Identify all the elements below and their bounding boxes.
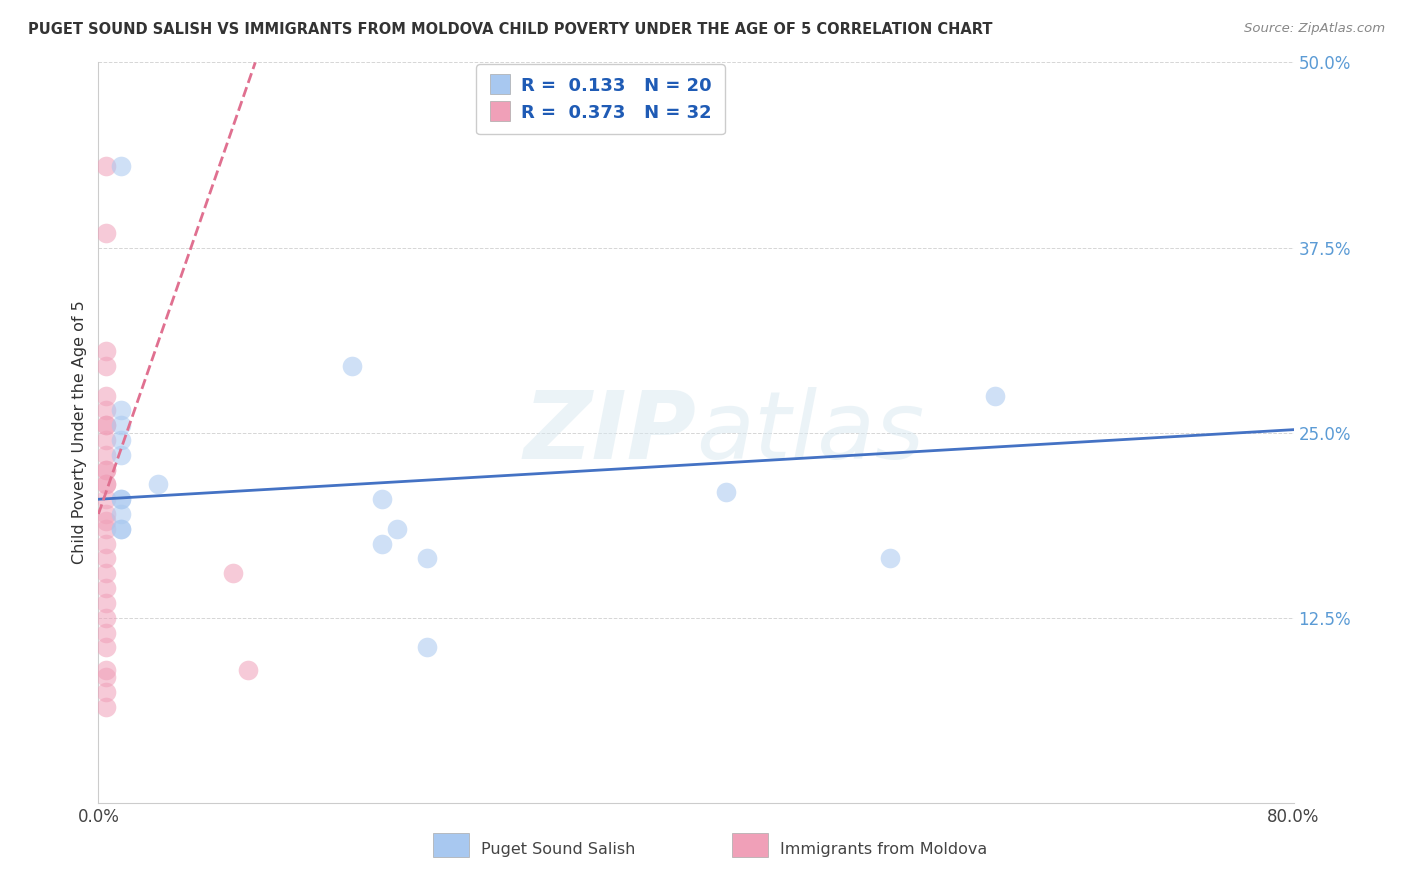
Point	[94, 566, 117, 581]
Point	[879, 551, 901, 566]
Point	[94, 596, 117, 610]
Point	[110, 433, 132, 447]
Point	[222, 566, 245, 581]
Point	[416, 551, 439, 566]
Point	[984, 388, 1007, 402]
Point	[94, 226, 117, 240]
Point	[385, 522, 409, 536]
Point	[110, 507, 132, 521]
Point	[94, 640, 117, 655]
Point	[110, 403, 132, 417]
Point	[94, 610, 117, 624]
Point	[94, 515, 117, 529]
Text: Source: ZipAtlas.com: Source: ZipAtlas.com	[1244, 22, 1385, 36]
Point	[94, 388, 117, 402]
Point	[94, 625, 117, 640]
Point	[94, 551, 117, 566]
Point	[94, 403, 117, 417]
Point	[110, 522, 132, 536]
Point	[94, 507, 117, 521]
Text: ZIP: ZIP	[523, 386, 696, 479]
Point	[94, 536, 117, 550]
Point	[94, 448, 117, 462]
Point	[110, 492, 132, 507]
Point	[94, 477, 117, 491]
Point	[94, 359, 117, 373]
Point	[94, 462, 117, 476]
Point	[148, 477, 170, 491]
Point	[94, 433, 117, 447]
Text: PUGET SOUND SALISH VS IMMIGRANTS FROM MOLDOVA CHILD POVERTY UNDER THE AGE OF 5 C: PUGET SOUND SALISH VS IMMIGRANTS FROM MO…	[28, 22, 993, 37]
Point	[416, 640, 439, 655]
Point	[94, 670, 117, 684]
Point	[94, 477, 117, 491]
Point	[714, 484, 737, 499]
Point	[94, 522, 117, 536]
Point	[94, 462, 117, 476]
Point	[110, 522, 132, 536]
Point	[110, 159, 132, 173]
Point	[94, 685, 117, 699]
Point	[94, 699, 117, 714]
Text: atlas: atlas	[696, 387, 924, 478]
Point	[110, 418, 132, 433]
Point	[94, 418, 117, 433]
Point	[371, 492, 394, 507]
Point	[94, 159, 117, 173]
Point	[236, 663, 259, 677]
Point	[94, 581, 117, 595]
Point	[110, 492, 132, 507]
Point	[94, 418, 117, 433]
Point	[371, 536, 394, 550]
Point	[342, 359, 364, 373]
Point	[94, 663, 117, 677]
Point	[110, 448, 132, 462]
Point	[94, 344, 117, 359]
Point	[94, 492, 117, 507]
Legend: R =  0.133   N = 20, R =  0.373   N = 32: R = 0.133 N = 20, R = 0.373 N = 32	[477, 64, 724, 135]
Y-axis label: Child Poverty Under the Age of 5: Child Poverty Under the Age of 5	[72, 301, 87, 565]
